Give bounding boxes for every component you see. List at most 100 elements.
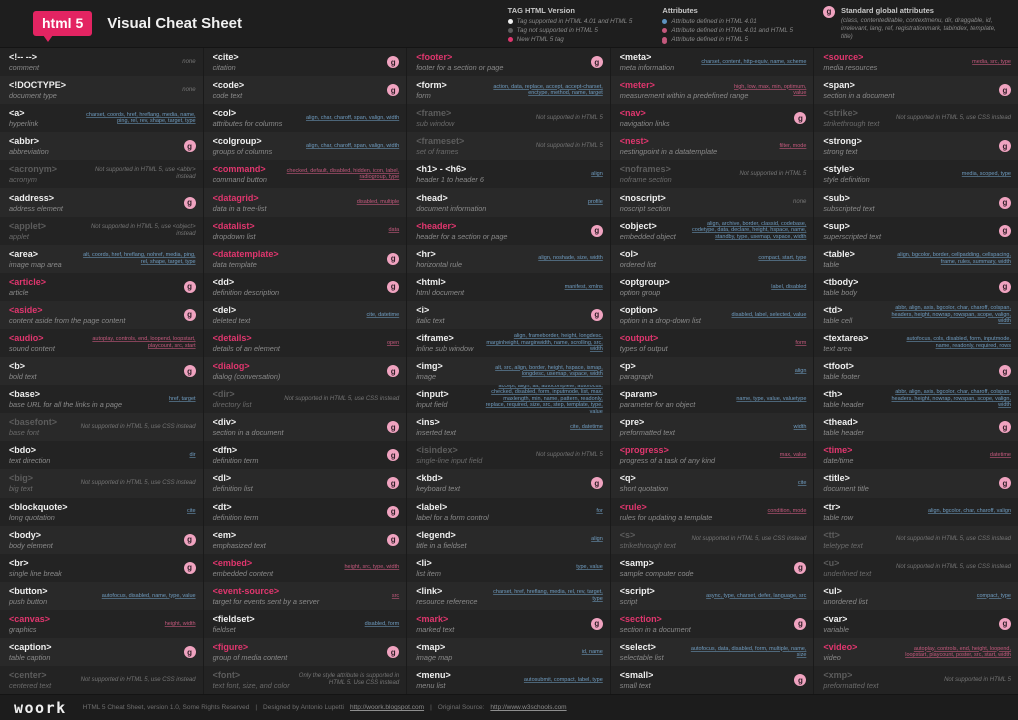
attribute-list[interactable]: align, char, charoff, span, valign, widt…: [306, 143, 400, 150]
attribute-list[interactable]: height, width: [164, 620, 196, 627]
attribute-list[interactable]: autofocus, data, disabled, form, multipl…: [690, 645, 807, 659]
attribute-list[interactable]: open: [386, 339, 400, 346]
support-note-cell: none: [793, 199, 806, 206]
attribute-list[interactable]: action, data, replace, accept, accept-ch…: [493, 83, 603, 97]
global-attributes-cell: g: [590, 56, 603, 69]
tag-info: <datatemplate> data template: [213, 249, 384, 269]
tag-info: <kbd> keyboard text: [416, 473, 587, 493]
attribute-list[interactable]: href, target: [168, 395, 196, 402]
attribute-list[interactable]: align, bgcolor, char, charoff, valign: [927, 508, 1011, 515]
attribute-list[interactable]: condition, mode: [767, 508, 807, 515]
attribute-list[interactable]: async, type, charset, defer, language, s…: [706, 592, 807, 599]
attribute-list[interactable]: media, src, type: [972, 58, 1011, 65]
tag-description: small text: [619, 681, 651, 691]
support-note-cell: Not supported in HTML 5: [536, 143, 603, 150]
attribute-list[interactable]: align: [591, 171, 603, 178]
attribute-list[interactable]: autoplay, controls, end, loopend, loopst…: [92, 336, 196, 349]
tag-entry: <tt> teletype text Not supported in HTML 5…: [814, 525, 1018, 554]
attribute-list[interactable]: abbr, align, axis, bgcolor, char, charof…: [891, 389, 1011, 409]
attribute-list[interactable]: width: [793, 424, 807, 431]
tag-info: <select> selectable list: [620, 642, 683, 662]
legend-dot-icon: [507, 27, 513, 33]
attribute-list[interactable]: manifest, xmlns: [564, 283, 603, 290]
tag-info: <event-source> target for events sent by …: [213, 586, 388, 606]
legend-dot-icon: [662, 18, 668, 24]
tag-name: <nav>: [619, 108, 646, 119]
global-attributes-cell: g: [183, 280, 196, 293]
support-note-cell: Only the style attribute is supported in…: [283, 673, 399, 687]
tag-info: <dialog> dialog (conversation): [213, 361, 384, 381]
attribute-list[interactable]: charset, content, http-equiv, name, sche…: [701, 58, 807, 65]
tag-description: image map area: [9, 259, 62, 269]
tag-attributes-cell: for: [596, 508, 602, 515]
attribute-list[interactable]: id, name: [581, 648, 603, 655]
woork-blog-link[interactable]: http://woork.blogspot.com: [349, 704, 425, 711]
attribute-list[interactable]: data: [388, 227, 400, 234]
attribute-list[interactable]: alt, coords, href, hreflang, nohref, med…: [83, 252, 196, 265]
attribute-list[interactable]: name, type, value, valuetype: [736, 395, 807, 402]
attribute-list[interactable]: autofocus, disabled, name, type, value: [101, 592, 196, 599]
attribute-list[interactable]: cite: [797, 480, 807, 487]
tag-description: document title: [823, 484, 869, 494]
tag-entry: <meter> measurement within a predefined r…: [610, 76, 814, 105]
attribute-list[interactable]: alt, src, align, border, height, hspace,…: [495, 364, 603, 378]
attribute-list[interactable]: disabled, label, selected, value: [731, 311, 807, 318]
tag-info: <b> bold text: [9, 361, 180, 381]
tag-description: table row: [823, 512, 853, 522]
attribute-list[interactable]: datetime: [989, 452, 1011, 459]
attribute-list[interactable]: checked, default, disabled, hidden, icon…: [286, 167, 400, 181]
attribute-list[interactable]: autoplay, controls, end, height, loopend…: [905, 645, 1011, 659]
attribute-list[interactable]: max, value: [779, 452, 807, 459]
footer-credit-text: HTML 5 Cheat Sheet, version 1.0, Some Ri…: [82, 704, 250, 711]
attribute-list[interactable]: autofocus, cols, disabled, form, inputmo…: [906, 336, 1011, 349]
attribute-list[interactable]: cite: [187, 508, 196, 515]
attribute-list[interactable]: label, disabled: [771, 283, 807, 290]
attribute-list[interactable]: dir: [189, 452, 196, 459]
attribute-list[interactable]: high, low, max, min, optimum, value: [733, 83, 807, 97]
tag-info: <object> embedded object: [620, 221, 683, 241]
tag-description: horizontal rule: [416, 259, 463, 269]
tag-name: <h1> - <h6>: [416, 164, 467, 175]
attribute-list[interactable]: height, src, type, width: [344, 564, 400, 571]
attribute-list[interactable]: compact, start, type: [758, 255, 807, 262]
attribute-list[interactable]: align, char, charoff, span, valign, widt…: [306, 114, 400, 121]
attribute-list[interactable]: filter, mode: [779, 143, 807, 150]
tag-info: <cite> citation: [213, 52, 384, 72]
tag-description: table caption: [9, 653, 51, 663]
attribute-list[interactable]: disabled, multiple: [356, 199, 400, 206]
attribute-list[interactable]: align: [591, 536, 603, 543]
attribute-list[interactable]: cite, datetime: [366, 311, 400, 318]
tag-info: <body> body element: [9, 530, 180, 550]
attribute-list[interactable]: align, noshade, size, width: [538, 255, 603, 262]
tag-entry: <datagrid> data in a tree-list disabled, m…: [203, 188, 407, 217]
attribute-list[interactable]: align, bgcolor, border, cellpadding, cel…: [897, 252, 1011, 265]
attribute-list[interactable]: cite, datetime: [570, 424, 603, 431]
attribute-list[interactable]: charset, coords, href, hreflang, media, …: [86, 111, 196, 125]
attribute-list[interactable]: align, archive, border, classid, codebas…: [692, 220, 807, 240]
attribute-list[interactable]: media, scoped, type: [961, 171, 1011, 178]
legend-dot-icon: [507, 36, 513, 42]
attribute-list[interactable]: src: [391, 592, 400, 599]
tag-entry: <font> text font, size, and color Only the…: [204, 666, 407, 694]
global-attrs-badge-icon: g: [590, 477, 603, 490]
w3schools-link[interactable]: http://www.w3schools.com: [490, 704, 567, 711]
attribute-list[interactable]: disabled, form: [364, 620, 400, 627]
attribute-list[interactable]: align, frameborder, height, longdesc, ma…: [486, 333, 603, 353]
attribute-list[interactable]: abbr, align, axis, bgcolor, char, charof…: [891, 305, 1011, 325]
attribute-list[interactable]: charset, href, hreflang, media, rel, rev…: [493, 589, 603, 602]
tag-description: option in a drop-down list: [619, 315, 701, 325]
tag-description: sub window: [416, 119, 455, 129]
attribute-list[interactable]: type, value: [576, 564, 603, 571]
attribute-list[interactable]: accept, align, alt, autocomplete, autofo…: [485, 385, 603, 414]
global-legend-text: Standard global attributes (class, conte…: [841, 6, 1008, 41]
attribute-list[interactable]: autosubmit, compact, label, type: [523, 676, 603, 683]
attribute-list[interactable]: align: [794, 367, 807, 374]
attribute-list[interactable]: profile: [587, 199, 603, 206]
attribute-list[interactable]: compact, type: [976, 592, 1011, 599]
tag-description: section in a document: [823, 91, 895, 101]
attribute-list[interactable]: for: [596, 508, 603, 515]
tag-info: <header> header for a section or page: [416, 221, 587, 241]
tag-info: <progress> progress of a task of any kind: [620, 445, 776, 465]
attribute-list[interactable]: form: [795, 339, 807, 346]
tag-description: table header: [823, 400, 864, 410]
